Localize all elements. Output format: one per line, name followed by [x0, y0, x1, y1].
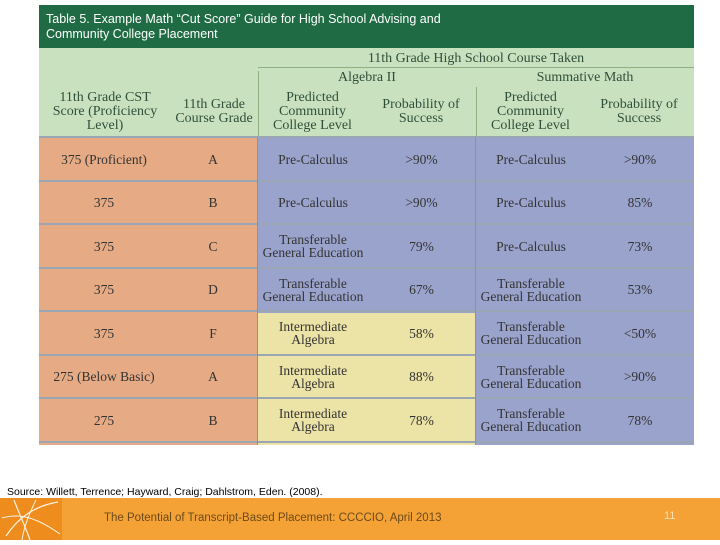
summative-level-cell: Pre-Calculus	[496, 238, 566, 254]
cst-score-cell: 375	[93, 282, 115, 297]
summative-level-cell: Transferable General Education	[480, 406, 582, 434]
summative-probability-cell: >90%	[623, 369, 657, 384]
algebra-level-cell: Pre-Calculus	[278, 195, 348, 210]
algebra-probability-cell: 67%	[409, 282, 434, 297]
summative-level-cell: Pre-Calculus	[496, 195, 566, 210]
cut-score-table: Table 5. Example Math “Cut Score” Guide …	[39, 5, 694, 445]
row-divider	[39, 441, 694, 443]
page-number: 11	[664, 510, 676, 522]
row-divider	[39, 397, 694, 399]
row-divider	[39, 310, 694, 312]
row-divider	[39, 223, 694, 225]
algebra-probability-cell: 88%	[409, 369, 434, 384]
algebra-probability-cell: 58%	[409, 325, 434, 341]
course-grade-cell: C	[208, 238, 218, 254]
row-divider	[39, 180, 694, 182]
course-grade-cell: D	[208, 282, 218, 297]
summative-probability-cell: 85%	[627, 195, 653, 210]
algebra-level-cell: Transferable General Education	[262, 275, 364, 304]
summative-probability-cell: >90%	[623, 151, 657, 167]
summative-probability-header: Probability of Success	[600, 97, 678, 126]
column-divider	[475, 137, 476, 445]
left-band	[39, 137, 257, 445]
summative-level-cell: Transferable General Education	[480, 275, 582, 304]
row-divider	[39, 136, 694, 138]
summative-probability-cell: 53%	[627, 282, 653, 297]
course-grade-cell: B	[208, 195, 218, 210]
column-divider	[257, 137, 258, 445]
algebra-probability-cell: >90%	[405, 151, 438, 167]
table-title-line1: Table 5. Example Math “Cut Score” Guide …	[46, 12, 441, 26]
summative-level-cell: Transferable General Education	[480, 319, 582, 347]
algebra-level-cell: Intermediate Algebra	[278, 319, 348, 347]
summative-probability-cell: 73%	[627, 238, 653, 254]
cst-score-cell: 375	[93, 325, 115, 341]
algebra-level-cell: Transferable General Education	[262, 232, 364, 260]
summative-level-cell: Transferable General Education	[480, 362, 582, 391]
footer-bar	[0, 498, 720, 540]
table-title-line2: Community College Placement	[46, 27, 218, 41]
algebra-ii-header: Algebra II	[338, 70, 396, 85]
course-grade-cell: F	[209, 325, 217, 341]
course-grade-cell: B	[208, 412, 218, 428]
cst-score-cell: 275	[93, 412, 115, 428]
footer-logo	[0, 498, 62, 541]
summative-math-header: Summative Math	[536, 70, 634, 85]
summative-probability-cell: <50%	[623, 325, 657, 341]
algebra-probability-cell: >90%	[405, 195, 438, 210]
summative-probability-cell: 78%	[627, 412, 653, 428]
course-grade-column-header: 11th Grade Course Grade	[175, 97, 253, 126]
course-taken-header: 11th Grade High School Course Taken	[258, 50, 694, 68]
yellow-band	[257, 313, 475, 445]
algebra-predicted-level-header: Predicted Community College Level	[258, 87, 366, 137]
row-divider	[39, 354, 694, 356]
cst-score-cell: 275 (Below Basic)	[53, 369, 155, 384]
cst-score-cell: 375	[93, 195, 115, 210]
algebra-level-cell: Intermediate Algebra	[278, 362, 348, 391]
summative-level-cell: Pre-Calculus	[496, 151, 566, 167]
course-grade-cell: A	[208, 369, 218, 384]
header-divider	[258, 71, 259, 137]
algebra-probability-header: Probability of Success	[382, 97, 460, 126]
cst-score-cell: 375 (Proficient)	[61, 151, 147, 167]
cst-score-column-header: 11th Grade CST Score (Proficiency Level)	[52, 90, 158, 133]
row-divider	[39, 267, 694, 269]
cst-score-cell: 375	[93, 238, 115, 254]
source-citation: Source: Willett, Terrence; Hayward, Crai…	[7, 486, 323, 498]
course-grade-cell: A	[208, 151, 218, 167]
summative-predicted-level-header: Predicted Community College Level	[476, 87, 584, 137]
blue-band-lower	[475, 313, 694, 445]
table-title: Table 5. Example Math “Cut Score” Guide …	[39, 5, 694, 48]
algebra-probability-cell: 78%	[409, 412, 434, 428]
algebra-level-cell: Intermediate Algebra	[278, 406, 348, 434]
swirl-logo-icon	[1, 499, 61, 541]
algebra-level-cell: Pre-Calculus	[278, 151, 348, 167]
presentation-title: The Potential of Transcript-Based Placem…	[104, 512, 442, 524]
algebra-probability-cell: 79%	[409, 238, 434, 254]
